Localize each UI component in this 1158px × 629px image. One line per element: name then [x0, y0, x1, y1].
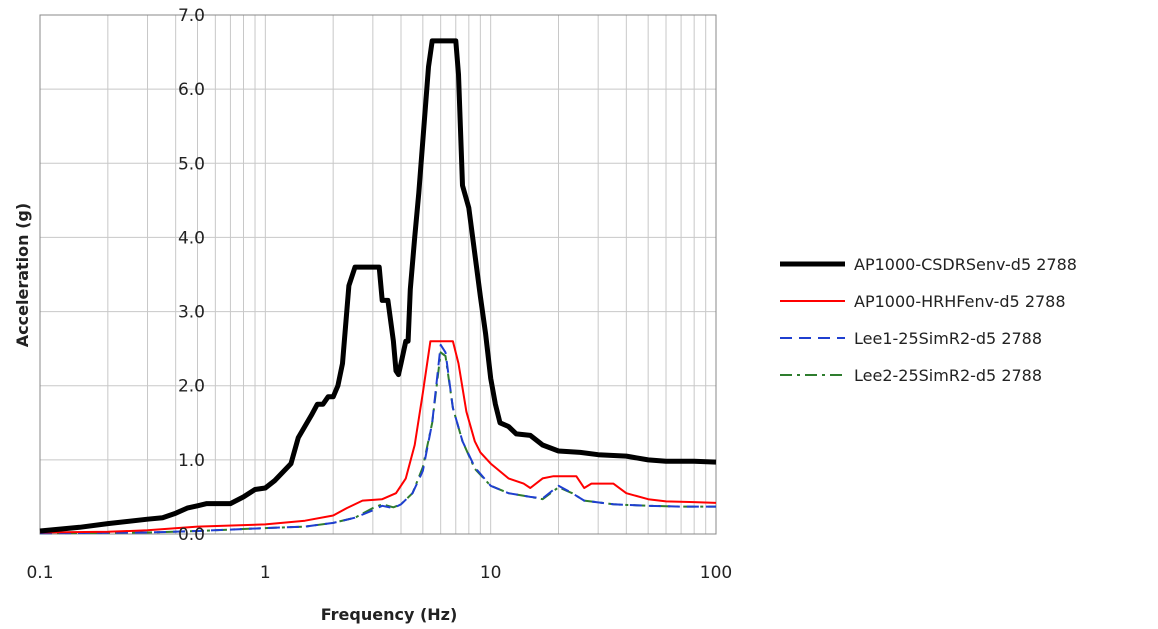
series-line-1: [39, 38, 717, 534]
y-tick-label: 7.0: [178, 6, 205, 26]
x-tick-label: 10: [480, 563, 502, 583]
y-tick-label: 6.0: [178, 80, 205, 100]
x-tick-label: 0.1: [26, 563, 53, 583]
y-axis-ticks: 0.0 1.0 2.0 3.0 4.0 5.0 6.0 7.0: [178, 6, 205, 545]
y-tick-label: 4.0: [178, 228, 205, 248]
plot-area-frame: [39, 14, 717, 535]
x-tick-label: 100: [700, 563, 732, 583]
y-tick-label: 2.0: [178, 377, 205, 397]
grid: [39, 14, 716, 535]
series-group: [39, 38, 717, 535]
legend-label: Lee1-25SimR2-d5 2788: [854, 329, 1042, 348]
legend-label: AP1000-HRHFenv-d5 2788: [854, 292, 1066, 311]
legend: AP1000-CSDRSenv-d5 2788 AP1000-HRHFenv-d5…: [780, 255, 1077, 385]
y-tick-label: 1.0: [178, 451, 205, 471]
y-tick-label: 3.0: [178, 303, 205, 323]
y-tick-label: 0.0: [178, 525, 205, 545]
x-axis-ticks: 0.1 1 10 100: [26, 563, 732, 583]
series-line-4: [39, 351, 716, 535]
y-axis-title: Acceleration (g): [13, 203, 32, 347]
x-tick-label: 1: [260, 563, 271, 583]
legend-label: Lee2-25SimR2-d5 2788: [854, 366, 1042, 385]
series-line-2: [39, 340, 717, 534]
legend-label: AP1000-CSDRSenv-d5 2788: [854, 255, 1077, 274]
y-tick-label: 5.0: [178, 154, 205, 174]
x-axis-title: Frequency (Hz): [321, 605, 458, 624]
series-line-3: [39, 343, 716, 535]
